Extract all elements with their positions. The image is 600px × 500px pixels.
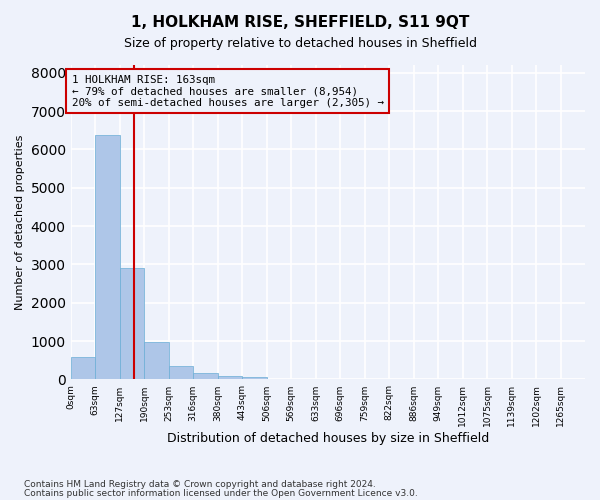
Bar bbox=[119, 268, 144, 380]
Text: Contains HM Land Registry data © Crown copyright and database right 2024.: Contains HM Land Registry data © Crown c… bbox=[24, 480, 376, 489]
Bar bbox=[193, 373, 218, 380]
Bar bbox=[218, 376, 242, 380]
Y-axis label: Number of detached properties: Number of detached properties bbox=[15, 134, 25, 310]
Text: 1, HOLKHAM RISE, SHEFFIELD, S11 9QT: 1, HOLKHAM RISE, SHEFFIELD, S11 9QT bbox=[131, 15, 469, 30]
Bar bbox=[71, 357, 95, 380]
Bar bbox=[266, 378, 291, 380]
Text: Size of property relative to detached houses in Sheffield: Size of property relative to detached ho… bbox=[124, 38, 476, 51]
Text: Contains public sector information licensed under the Open Government Licence v3: Contains public sector information licen… bbox=[24, 489, 418, 498]
Bar bbox=[95, 135, 119, 380]
Bar bbox=[144, 342, 169, 380]
X-axis label: Distribution of detached houses by size in Sheffield: Distribution of detached houses by size … bbox=[167, 432, 489, 445]
Bar bbox=[242, 377, 266, 380]
Bar bbox=[169, 366, 193, 380]
Text: 1 HOLKHAM RISE: 163sqm
← 79% of detached houses are smaller (8,954)
20% of semi-: 1 HOLKHAM RISE: 163sqm ← 79% of detached… bbox=[72, 74, 384, 108]
